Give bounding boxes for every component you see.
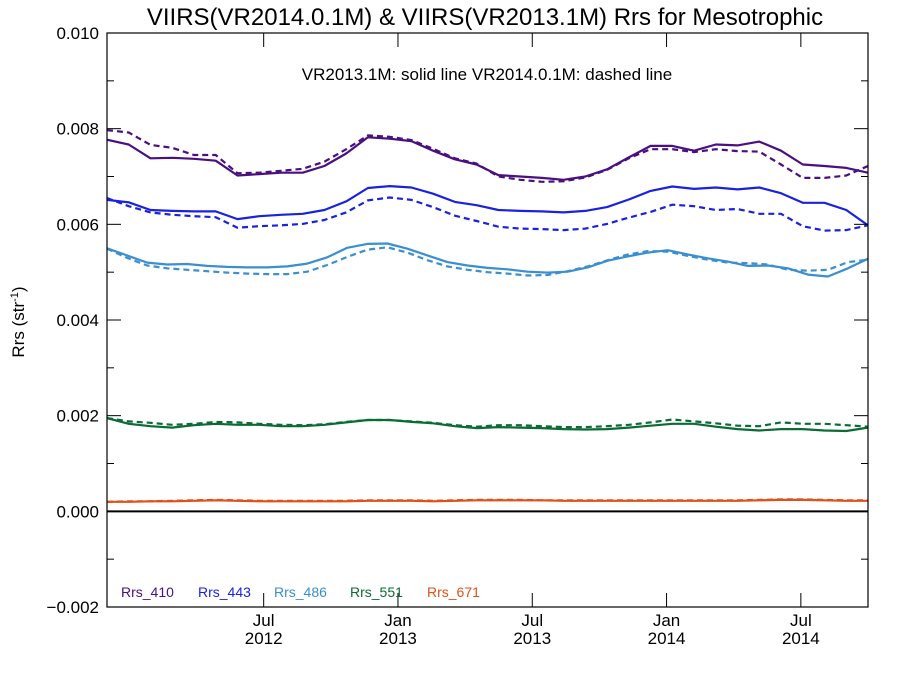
plot-frame xyxy=(106,32,869,608)
series-line-rrs-551-solid xyxy=(107,417,868,433)
x-tick-label-year: 2013 xyxy=(379,629,417,648)
x-tick-label-month: Jul xyxy=(253,611,275,630)
chart-subtitle: VR2013.1M: solid line VR2014.0.1M: dashe… xyxy=(302,65,672,84)
series-lines xyxy=(107,129,868,503)
x-tick-label-year: 2014 xyxy=(648,629,686,648)
y-axis-label-main: Rrs (str xyxy=(9,302,28,358)
legend: Rrs_410 Rrs_443 Rrs_486 Rrs_551 Rrs_671 xyxy=(121,584,480,600)
y-tick-label: 0.002 xyxy=(56,407,99,426)
series-line-rrs-486-solid xyxy=(107,242,868,278)
y-axis-label-close: ) xyxy=(9,286,28,292)
y-tick-label: 0.000 xyxy=(56,502,99,521)
plot-area xyxy=(107,129,868,513)
series-line-rrs-443-solid xyxy=(107,185,868,227)
legend-item-rrs-443: Rrs_443 xyxy=(198,584,251,600)
y-axis-label: Rrs (str-1) xyxy=(9,286,28,357)
chart-title: VIIRS(VR2014.0.1M) & VIIRS(VR2013.1M) Rr… xyxy=(147,4,823,31)
series-line-rrs-410-solid xyxy=(107,136,868,181)
x-tick-label-month: Jan xyxy=(653,611,680,630)
y-tick-label: 0.008 xyxy=(56,120,99,139)
series-line-rrs-443-dashed xyxy=(107,196,868,232)
y-tick-label: 0.010 xyxy=(56,24,99,43)
series-line-rrs-551-dashed xyxy=(107,417,868,429)
y-tick-label: −0.002 xyxy=(47,598,99,617)
series-line-rrs-486-dashed xyxy=(107,246,868,277)
x-tick-label-year: 2012 xyxy=(245,629,283,648)
x-tick-label-month: Jul xyxy=(790,611,812,630)
series-line-rrs-671-dashed xyxy=(107,498,868,503)
y-tick-label: 0.004 xyxy=(56,311,99,330)
y-axis-label-sup: -1 xyxy=(9,292,21,302)
y-tick-label: 0.006 xyxy=(56,215,99,234)
legend-item-rrs-671: Rrs_671 xyxy=(427,584,480,600)
x-tick-label-month: Jan xyxy=(384,611,411,630)
x-tick-label-month: Jul xyxy=(521,611,543,630)
legend-item-rrs-551: Rrs_551 xyxy=(350,584,403,600)
x-tick-label-year: 2013 xyxy=(513,629,551,648)
legend-item-rrs-410: Rrs_410 xyxy=(121,584,174,600)
axes: −0.0020.0000.0020.0040.0060.0080.010Jul2… xyxy=(47,24,869,648)
series-line-rrs-410-dashed xyxy=(107,129,868,183)
legend-item-rrs-486: Rrs_486 xyxy=(274,584,327,600)
x-tick-label-year: 2014 xyxy=(782,629,820,648)
